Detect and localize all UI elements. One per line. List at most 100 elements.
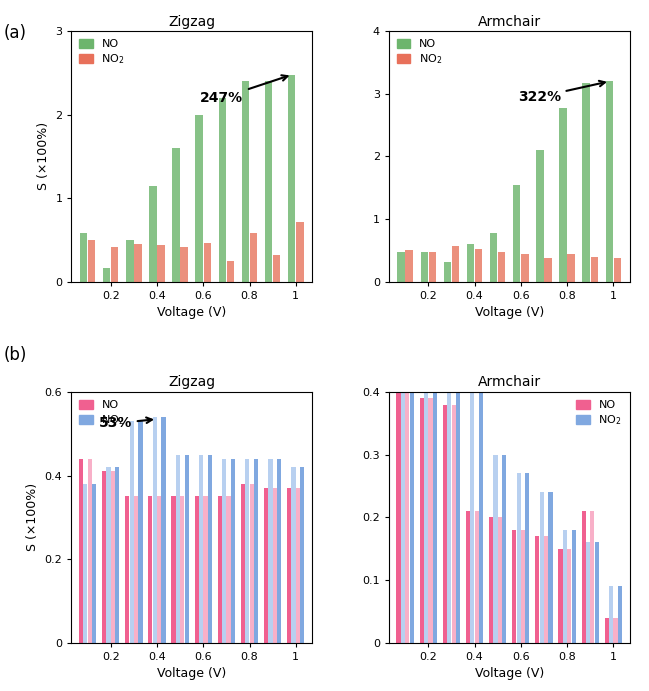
Bar [231,459,235,643]
Bar [498,252,506,282]
Bar [424,361,428,643]
Bar [406,250,413,282]
Bar [195,115,203,282]
Text: 32%: 32% [0,690,1,691]
Bar [296,222,304,282]
Bar [433,361,437,643]
Y-axis label: S (×100%): S (×100%) [37,122,50,191]
Bar [401,354,405,643]
Bar [171,496,176,643]
Bar [609,586,613,643]
Bar [180,247,188,282]
Bar [173,148,180,282]
Bar [157,496,161,643]
Bar [134,496,138,643]
Bar [421,252,428,282]
X-axis label: Voltage (V): Voltage (V) [157,668,227,680]
Bar [277,459,281,643]
Bar [536,150,544,282]
Bar [517,473,520,643]
Bar [176,455,180,643]
Bar [195,115,203,282]
Bar [195,496,199,643]
Bar [265,82,273,282]
Title: Armchair: Armchair [478,15,541,28]
Bar [467,244,474,282]
Text: (b): (b) [3,346,27,363]
Bar [208,455,212,643]
Bar [452,246,459,282]
Bar [405,348,410,643]
Bar [410,354,414,643]
Bar [273,488,277,643]
Bar [582,83,590,282]
Bar [525,473,530,643]
Bar [157,245,165,282]
Bar [296,488,300,643]
Bar [250,234,257,282]
Bar [490,233,497,282]
Bar [204,243,211,282]
Bar [149,186,156,282]
Bar [428,398,432,643]
Y-axis label: S (×100%): S (×100%) [26,483,39,551]
Bar [397,348,400,643]
Bar [567,254,575,282]
Bar [521,254,528,282]
Bar [134,244,141,282]
Bar [614,258,621,282]
Bar [296,222,304,282]
Bar [513,184,520,282]
Bar [111,247,119,282]
Bar [227,261,234,282]
Bar [83,484,88,643]
X-axis label: Voltage (V): Voltage (V) [474,306,544,319]
Bar [162,417,165,643]
Bar [273,255,280,282]
Bar [180,496,184,643]
Bar [149,496,153,643]
Bar [397,252,405,282]
Title: Zigzag: Zigzag [168,15,215,28]
Bar [199,455,203,643]
Legend: NO, NO$_2$: NO, NO$_2$ [574,397,624,429]
Bar [126,240,134,282]
Bar [498,518,502,643]
Bar [559,108,567,282]
Bar [126,240,134,282]
Bar [467,244,474,282]
Bar [428,252,436,282]
Bar [134,244,141,282]
Bar [444,262,451,282]
Bar [250,234,257,282]
Text: 322%: 322% [518,81,605,104]
X-axis label: Voltage (V): Voltage (V) [474,668,544,680]
Bar [138,422,143,643]
Bar [111,471,115,643]
Bar [594,542,599,643]
X-axis label: Voltage (V): Voltage (V) [157,306,227,319]
Bar [421,252,428,282]
Bar [545,258,552,282]
Bar [219,98,226,282]
Bar [474,511,479,643]
Bar [447,354,451,643]
Legend: NO, NO$_2$: NO, NO$_2$ [77,397,127,429]
Bar [92,484,96,643]
Bar [406,250,413,282]
Bar [273,255,280,282]
Bar [116,467,119,643]
Bar [471,342,474,643]
Bar [512,530,517,643]
Bar [269,459,273,643]
Bar [428,252,436,282]
Bar [591,256,598,282]
Bar [288,75,295,282]
Bar [245,459,249,643]
Bar [572,530,576,643]
Bar [582,511,585,643]
Bar [606,82,613,282]
Bar [535,536,539,643]
Bar [88,240,95,282]
Bar [157,245,165,282]
